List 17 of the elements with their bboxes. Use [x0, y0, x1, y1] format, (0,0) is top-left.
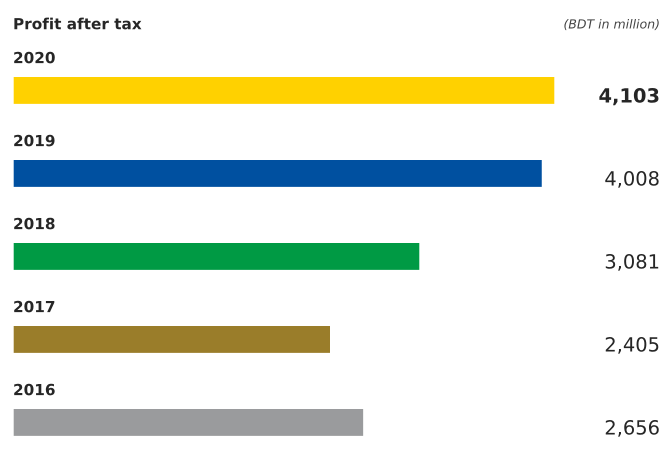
- data-label: 2,656: [606, 420, 659, 437]
- data-label: 4,008: [605, 171, 659, 188]
- data-label: 3,081: [606, 254, 658, 271]
- y-tick-label: 2019: [14, 134, 55, 146]
- y-tick-label: 2017: [14, 300, 54, 312]
- bar: [13, 158, 544, 188]
- y-tick-label: 2018: [14, 218, 55, 230]
- bar: [13, 408, 365, 438]
- bar: [13, 242, 421, 272]
- data-label: 2,405: [606, 337, 658, 354]
- data-label: 4,103: [599, 88, 658, 106]
- y-tick-label: 2016: [14, 384, 55, 396]
- y-tick-label: 2020: [14, 52, 55, 64]
- chart-title: Profit after tax: [14, 18, 142, 30]
- text: (BDT in million): [564, 18, 659, 30]
- bar: [13, 324, 332, 354]
- bar: [13, 76, 556, 106]
